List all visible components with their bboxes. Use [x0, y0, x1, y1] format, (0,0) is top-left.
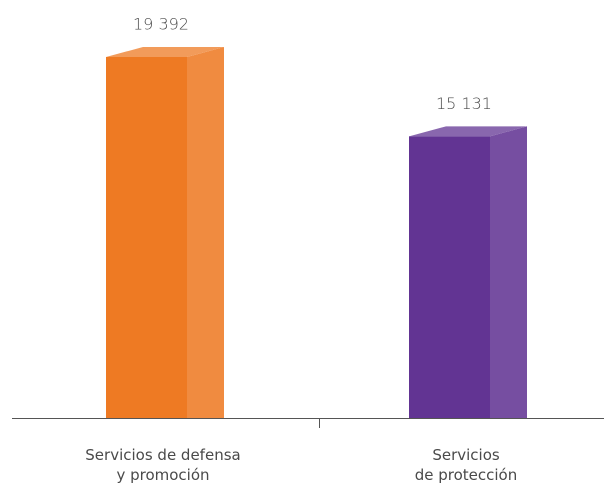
category-label: Servicios de defensa y promoción: [85, 446, 241, 484]
bar-front: [409, 136, 490, 418]
bar-side: [187, 47, 224, 418]
bar-top: [409, 126, 527, 137]
category-label: Servicios de protección: [414, 446, 518, 484]
bar-top: [106, 47, 224, 57]
bar-front: [106, 57, 187, 418]
value-label: 15 131: [436, 94, 492, 113]
bar-side: [490, 126, 527, 419]
value-label: 19 392: [133, 15, 189, 34]
